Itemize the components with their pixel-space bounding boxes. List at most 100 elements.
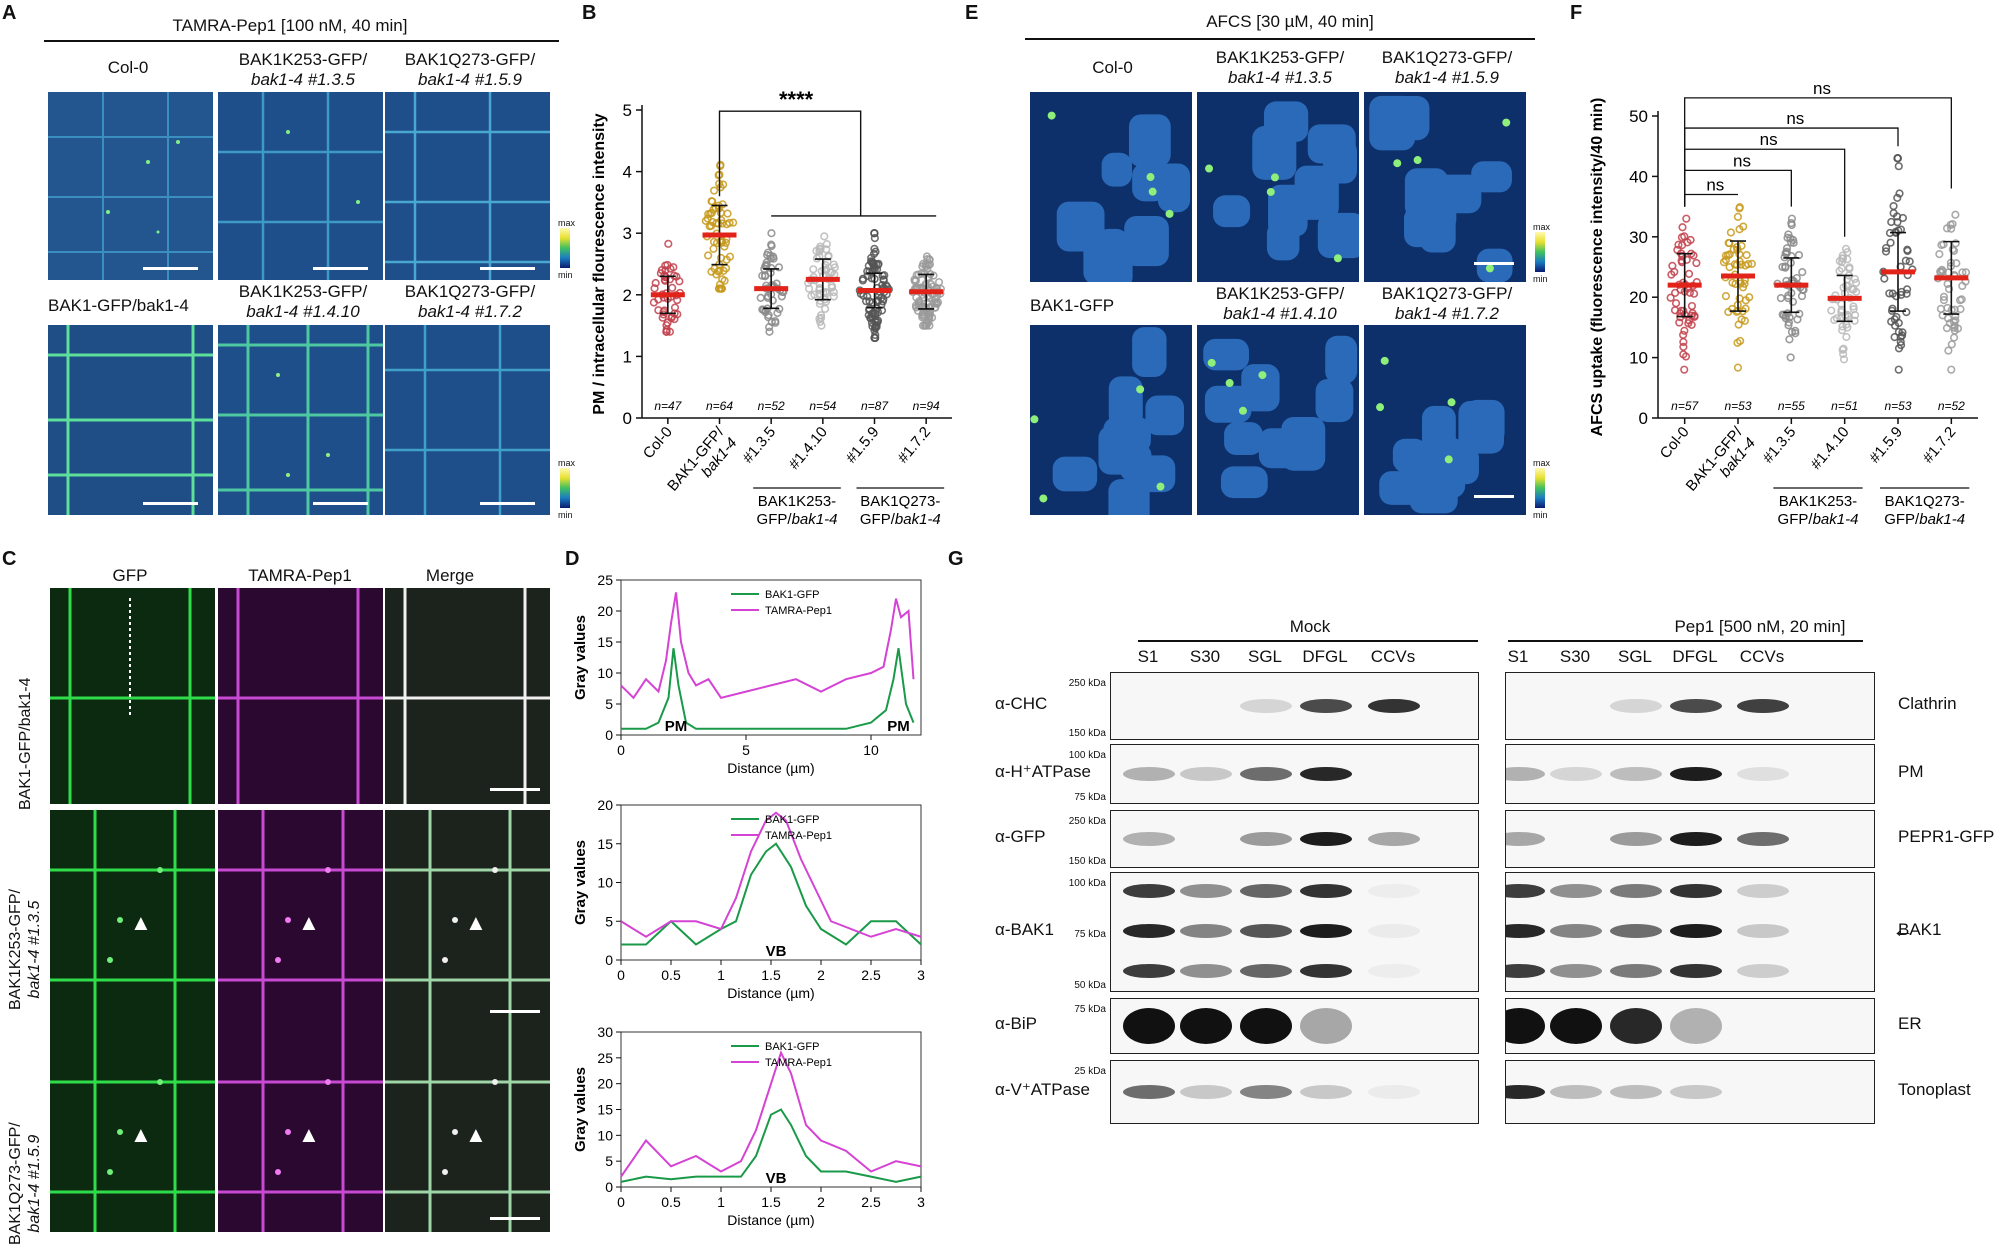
data-point xyxy=(1838,326,1847,335)
data-point xyxy=(1839,344,1848,353)
y-axis-label: Gray values xyxy=(572,840,589,925)
plot-frame xyxy=(620,804,922,961)
data-point xyxy=(1889,201,1898,211)
kda-marker: 75 kDa xyxy=(1074,1004,1106,1015)
data-point xyxy=(1949,333,1959,342)
x-tick-label: 0 xyxy=(617,742,625,758)
data-point xyxy=(1744,260,1753,269)
scale-bar xyxy=(313,502,368,505)
kda-marker: 75 kDa xyxy=(1074,929,1106,940)
protein-band xyxy=(1550,884,1602,898)
data-point xyxy=(923,264,932,274)
protein-band xyxy=(1737,832,1789,846)
panel-e-rule xyxy=(1025,38,1535,40)
target-label: PEPR1-GFP xyxy=(1898,827,1995,846)
data-point xyxy=(771,317,780,326)
y-tick-label: 10 xyxy=(597,875,613,891)
data-point xyxy=(1689,251,1698,260)
data-point xyxy=(1687,301,1697,311)
micrograph-a-q273-159 xyxy=(385,92,550,280)
data-point xyxy=(1827,306,1836,315)
y-tick-label: 3 xyxy=(623,224,632,243)
data-point xyxy=(1678,251,1687,261)
x-tick-label: #1.3.5 xyxy=(739,424,779,467)
target-label: Clathrin xyxy=(1898,694,1957,713)
data-point xyxy=(1903,246,1912,255)
data-point xyxy=(1679,342,1688,351)
protein-band xyxy=(1506,924,1545,938)
blot-strip xyxy=(1110,744,1479,804)
data-point xyxy=(1950,326,1959,335)
colorbar-max-label: max xyxy=(1533,458,1551,468)
y-tick-label: 0 xyxy=(1639,409,1648,428)
panel-e-label-q273-159: BAK1Q273-GFP/bak1-4 #1.5.9 xyxy=(1381,48,1513,87)
data-point xyxy=(1788,297,1798,306)
data-point xyxy=(658,313,667,322)
panel-g-condition-mock: Mock xyxy=(1289,617,1331,636)
chart-d1: 0 5 10 15 20 25 0 5 10 Distance (µm) Gray values BA… xyxy=(572,572,922,776)
micrograph-a-k253-135 xyxy=(218,92,383,280)
protein-band xyxy=(1670,1085,1722,1099)
target-label: Tonoplast xyxy=(1898,1080,1971,1099)
protein-band xyxy=(1300,767,1352,781)
data-point xyxy=(1902,285,1912,294)
y-tick-label: 1 xyxy=(623,347,632,366)
data-point xyxy=(714,171,723,180)
data-point xyxy=(1733,212,1743,221)
micrograph-c-r3-c2: ▲ xyxy=(218,1022,383,1232)
protein-band xyxy=(1670,767,1722,781)
x-tick-label: 0 xyxy=(617,967,625,983)
y-tick-label: 25 xyxy=(597,1050,613,1066)
antibody-label: α-BAK1 xyxy=(995,920,1054,939)
data-point xyxy=(829,292,838,301)
data-point xyxy=(1947,365,1956,374)
data-point xyxy=(931,303,940,312)
data-point xyxy=(1734,320,1743,329)
lane-label: CCVs xyxy=(1739,647,1785,666)
data-point xyxy=(1936,304,1946,313)
colorbar-min-label: min xyxy=(558,510,573,520)
x-tick-label: 1.5 xyxy=(761,1194,781,1210)
panel-a-label-q273-159: BAK1Q273-GFP/bak1-4 #1.5.9 xyxy=(404,50,536,89)
data-point xyxy=(665,327,675,336)
colorbar-min-label: min xyxy=(1533,510,1548,520)
protein-band xyxy=(1670,964,1722,978)
data-point xyxy=(1725,250,1734,259)
x-tick-label: 10 xyxy=(863,742,879,758)
data-point xyxy=(1937,240,1946,250)
scale-bar xyxy=(313,267,368,270)
data-point xyxy=(1781,314,1790,323)
data-point xyxy=(1741,304,1750,313)
panel-e-label-col0: Col-0 xyxy=(1092,58,1133,77)
data-point xyxy=(663,260,672,270)
arrowhead-icon: ▲ xyxy=(298,910,320,935)
micrograph-e-r1-c1 xyxy=(1030,92,1192,282)
kda-marker: 150 kDa xyxy=(1068,856,1106,867)
data-point xyxy=(1894,162,1903,171)
y-tick-label: 50 xyxy=(1629,107,1648,126)
micrograph-c-r2-c2: ▲ xyxy=(218,810,383,1026)
data-point xyxy=(830,263,839,272)
target-label: BAK1 xyxy=(1898,920,1942,939)
data-point xyxy=(1850,274,1859,284)
series-line xyxy=(620,811,922,938)
panel-c-row-label-3: BAK1Q273-GFP/bak1-4 #1.5.9 xyxy=(7,1122,43,1245)
data-point xyxy=(827,281,836,290)
data-point xyxy=(673,310,682,319)
protein-band xyxy=(1368,1085,1420,1099)
micrograph-c-r2-c3: ▲ xyxy=(385,810,550,1026)
data-point xyxy=(1679,330,1688,340)
data-point xyxy=(763,250,772,260)
protein-band xyxy=(1550,1008,1602,1044)
antibody-label: α-H⁺ATPase xyxy=(995,762,1091,781)
panel-c-col-tamra: TAMRA-Pep1 xyxy=(248,566,352,585)
plot-frame xyxy=(620,1031,922,1188)
x-tick-label: BAK1-GFP/bak1-4 xyxy=(1683,423,1760,506)
data-point xyxy=(1939,292,1949,301)
y-tick-label: 5 xyxy=(605,696,613,712)
y-tick-label: 15 xyxy=(597,634,613,650)
data-point xyxy=(858,276,867,285)
panel-g-rule-mock xyxy=(1138,640,1478,642)
x-tick-label: 2.5 xyxy=(861,1194,881,1210)
ns-label: ns xyxy=(1760,130,1778,149)
